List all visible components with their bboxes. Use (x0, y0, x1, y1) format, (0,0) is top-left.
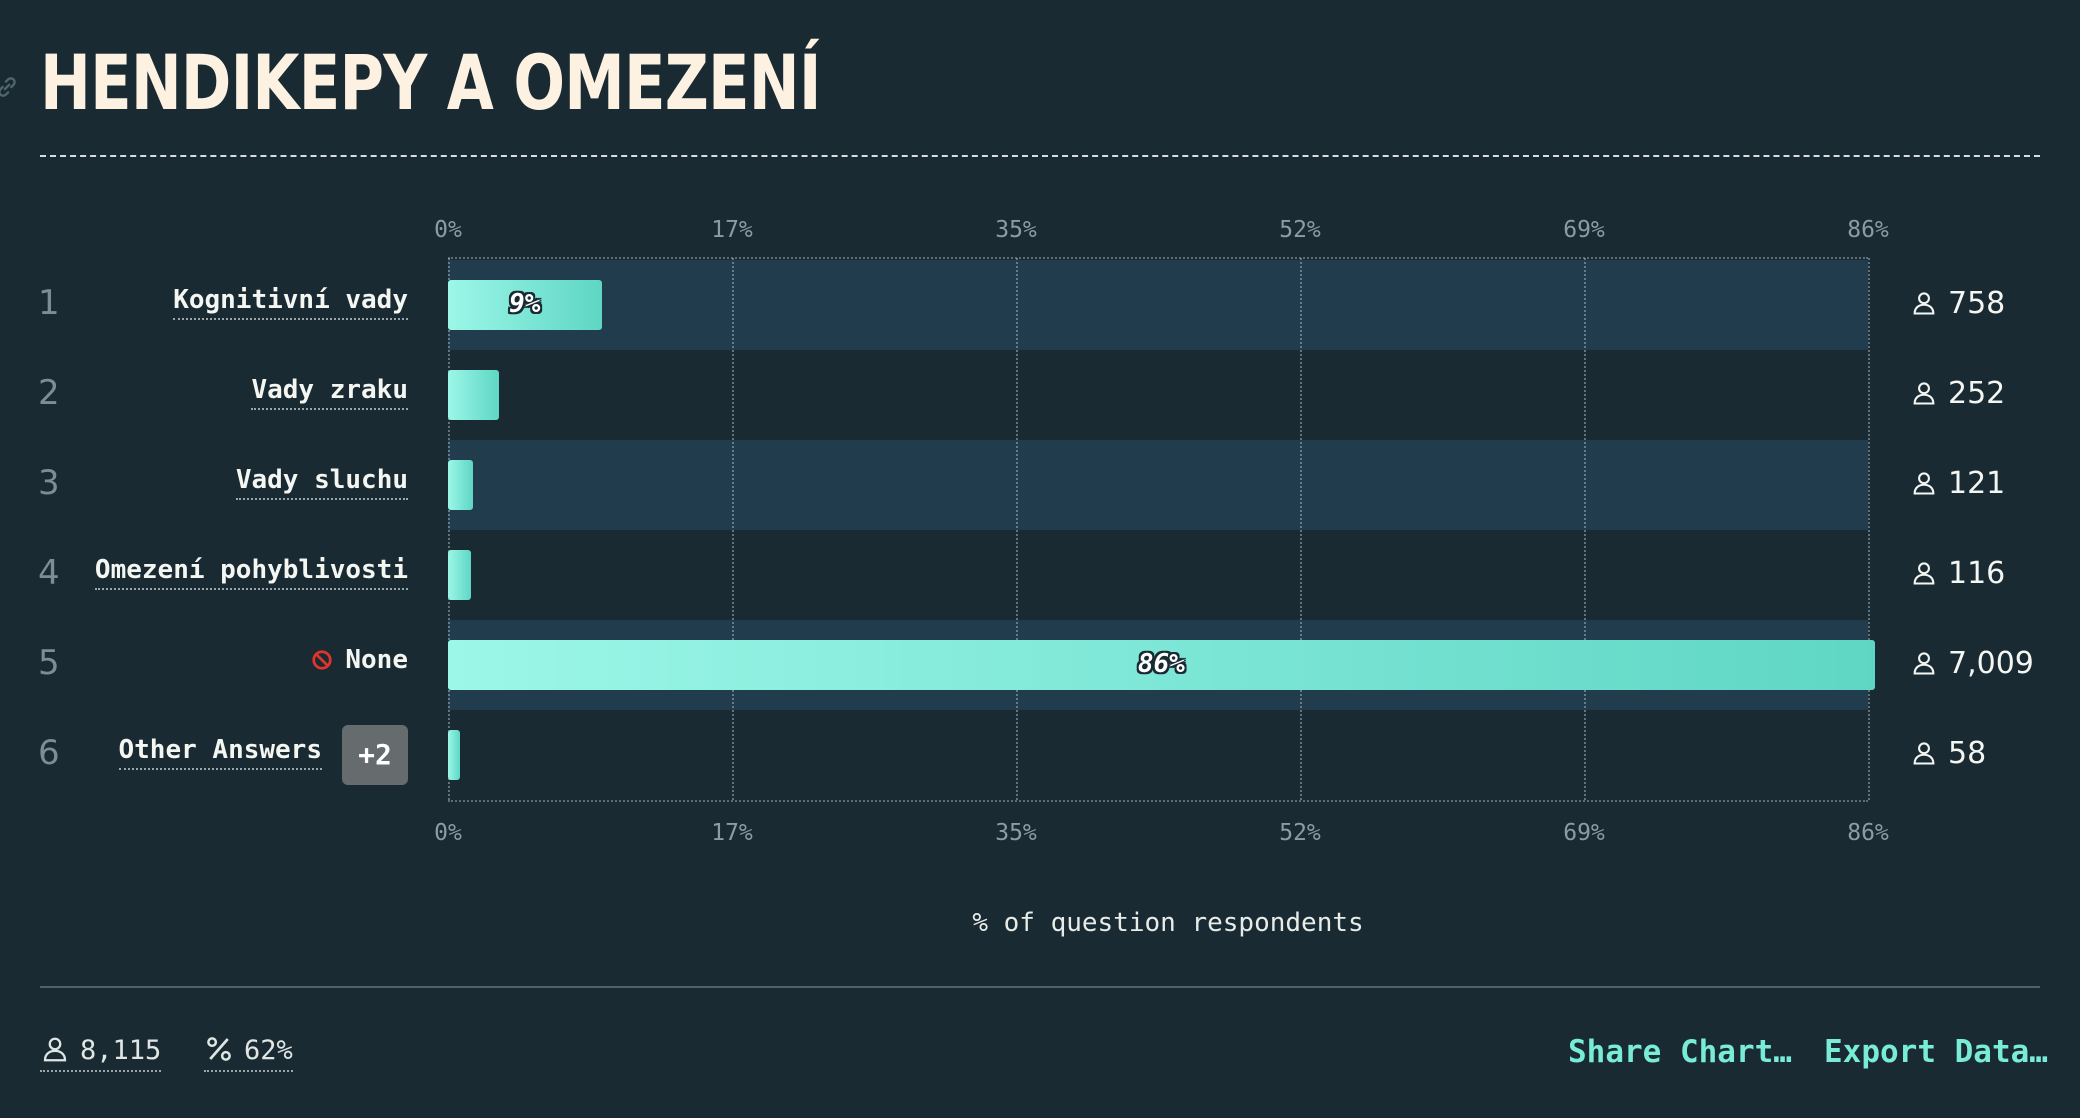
tick-label-top: 86% (1847, 217, 1889, 243)
share-chart-button[interactable]: Share Chart… (1568, 1034, 1792, 1070)
tick-label-bottom: 0% (434, 820, 462, 846)
user-icon (1913, 562, 1935, 585)
tick-label-top: 69% (1563, 217, 1605, 243)
tick-label-bottom: 17% (711, 820, 753, 846)
respondent-count: 58 (1910, 736, 1986, 771)
row-band (448, 260, 1868, 350)
tick-label-bottom: 52% (1279, 820, 1321, 846)
bar-value-label: 9% (509, 289, 541, 319)
category-label-text: None (345, 645, 408, 675)
rank-number: 2 (38, 373, 60, 413)
category-label[interactable]: Other Answers (118, 735, 323, 770)
title-divider (40, 155, 2040, 157)
user-icon (1913, 742, 1935, 765)
other-answers-badge[interactable]: +2 (342, 725, 408, 785)
user-icon (1913, 472, 1935, 495)
respondent-count-value: 121 (1948, 466, 2006, 501)
respondent-count-value: 116 (1948, 556, 2006, 591)
respondent-count: 252 (1910, 376, 2005, 411)
tick-label-top: 17% (711, 217, 753, 243)
export-data-button[interactable]: Export Data… (1824, 1034, 2048, 1070)
rank-number: 5 (38, 643, 60, 683)
bar-chart: 0% 0% 17% 17% 35% 35% 52% 52% 69% 69% 86% 86% 1 Kogni… (38, 217, 2034, 938)
respondent-count-value: 7,009 (1948, 646, 2034, 681)
grid-line (1584, 258, 1586, 800)
bar[interactable] (448, 730, 460, 780)
bar[interactable] (448, 370, 500, 420)
grid-line (732, 258, 734, 800)
category-label-text: Vady zraku (251, 375, 408, 405)
grid-line (1300, 258, 1302, 800)
row-band (448, 530, 1868, 620)
grid-line (448, 258, 450, 800)
row-band (448, 710, 1868, 800)
category-label: None (311, 645, 408, 678)
bar[interactable] (448, 460, 473, 510)
x-axis-title: % of question respondents (972, 908, 1364, 938)
rank-number: 4 (38, 553, 60, 593)
respondent-count: 116 (1910, 556, 2005, 591)
category-label[interactable]: Vady sluchu (235, 465, 408, 500)
row-band (448, 440, 1868, 530)
category-label-text: Kognitivní vady (173, 285, 408, 315)
axis-top-line (448, 257, 1868, 259)
grid-line (1868, 258, 1870, 800)
user-icon (1913, 382, 1935, 405)
rank-number: 6 (38, 733, 60, 773)
axis-bottom-line (448, 800, 1868, 802)
respondents-count: 8,115 (80, 1035, 162, 1066)
respondent-count: 121 (1910, 466, 2005, 501)
user-icon (43, 1037, 67, 1062)
respondent-count: 7,009 (1910, 646, 2034, 681)
respondent-count-value: 58 (1948, 736, 1987, 771)
row-band (448, 350, 1868, 440)
percent-icon (207, 1037, 231, 1061)
rank-number: 1 (38, 283, 60, 323)
percentage-stat[interactable]: 62% (204, 1034, 293, 1072)
tick-label-top: 52% (1279, 217, 1321, 243)
respondents-stat[interactable]: 8,115 (40, 1034, 162, 1072)
bar-value-label: 86% (1137, 649, 1185, 679)
category-label[interactable]: Omezení pohyblivosti (94, 555, 408, 590)
category-label[interactable]: Vady zraku (251, 375, 408, 410)
category-label-text: Other Answers (118, 735, 323, 765)
user-icon (1913, 292, 1935, 315)
tick-label-bottom: 86% (1847, 820, 1889, 846)
respondent-count: 758 (1910, 286, 2005, 321)
tick-label-top: 0% (434, 217, 462, 243)
grid-line (1016, 258, 1018, 800)
percentage-value: 62% (244, 1035, 293, 1066)
respondent-count-value: 252 (1948, 376, 2006, 411)
category-label-text: Omezení pohyblivosti (94, 555, 408, 585)
bar[interactable] (448, 280, 602, 330)
respondent-count-value: 758 (1948, 286, 2006, 321)
category-label[interactable]: Kognitivní vady (173, 285, 408, 320)
user-icon (1913, 652, 1935, 675)
tick-label-bottom: 35% (995, 820, 1037, 846)
category-label-text: Vady sluchu (235, 465, 408, 495)
tick-label-bottom: 69% (1563, 820, 1605, 846)
prohibited-icon (312, 650, 332, 670)
footer-divider (40, 986, 2040, 988)
tick-label-top: 35% (995, 217, 1037, 243)
bar[interactable] (448, 550, 472, 600)
bar[interactable] (448, 640, 1875, 690)
chart-title: HENDIKEPY A OMEZENÍ (40, 38, 821, 127)
rank-number: 3 (38, 463, 60, 503)
link-icon[interactable] (0, 74, 20, 100)
